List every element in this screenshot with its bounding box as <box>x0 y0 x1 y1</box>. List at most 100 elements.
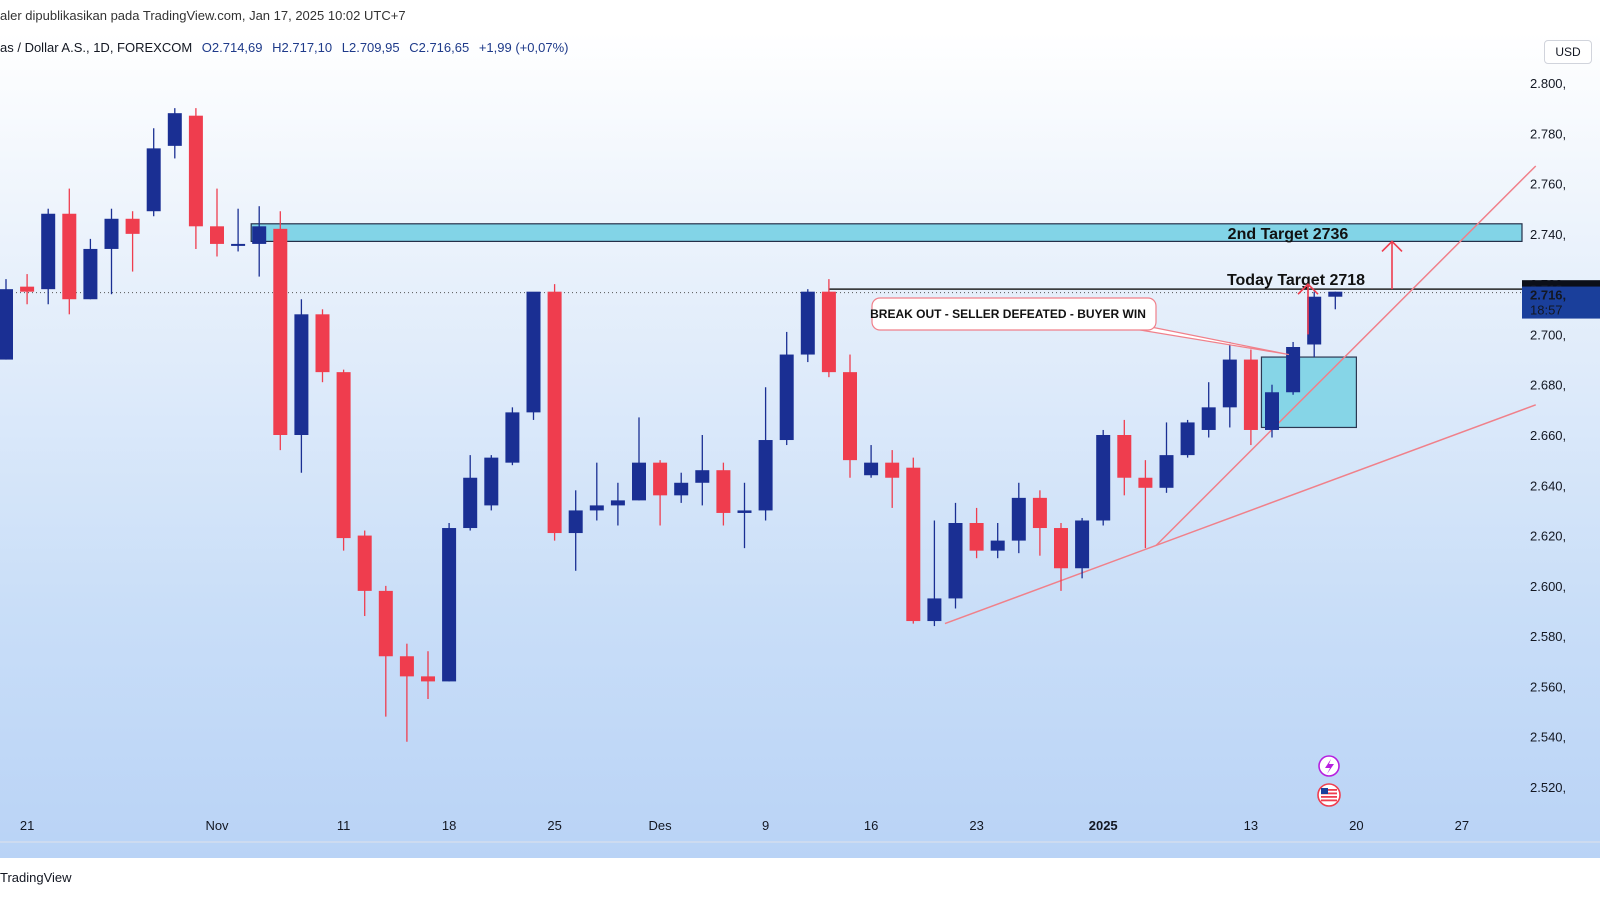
candle <box>41 208 56 305</box>
us-flag-icon[interactable] <box>1317 783 1341 807</box>
candle <box>737 482 752 549</box>
symbol-name[interactable]: as / Dollar A.S., 1D, FOREXCOM <box>0 40 193 55</box>
candle <box>1180 419 1195 458</box>
candle-body <box>1159 455 1174 488</box>
price-axis-tick: 2.780, <box>1530 126 1566 141</box>
rising-trendline <box>1155 165 1537 547</box>
price-change: +1,99 (+0,07%) <box>478 40 569 55</box>
breakout-callout <box>871 297 1157 331</box>
candle-body <box>1075 520 1090 569</box>
candle-body <box>990 540 1005 551</box>
candle <box>463 455 478 531</box>
candle <box>885 450 900 508</box>
candle <box>990 523 1005 559</box>
candle <box>674 472 689 503</box>
candle <box>653 460 668 526</box>
candle-body <box>62 213 77 300</box>
candle-body <box>125 218 140 234</box>
candle <box>547 284 562 541</box>
time-axis-tick: 18 <box>442 818 456 833</box>
candle-body <box>336 372 351 539</box>
second-target-zone <box>250 223 1523 243</box>
candle <box>62 188 77 315</box>
candle <box>0 279 13 360</box>
price-axis-tick: 2.800, <box>1530 76 1566 91</box>
candle <box>294 299 309 473</box>
candle <box>1222 341 1237 428</box>
price-axis-tick: 2.560, <box>1530 679 1566 694</box>
price-axis-tick: 2.700, <box>1530 327 1566 342</box>
price-axis-tick: 2.580, <box>1530 629 1566 644</box>
price-axis-tick: 2.600, <box>1530 579 1566 594</box>
candle <box>1265 384 1279 438</box>
ohlc-open: O2.714,69 <box>201 40 263 55</box>
candle <box>843 354 857 478</box>
candle <box>315 309 330 383</box>
candle <box>758 387 773 521</box>
time-axis-tick: 20 <box>1349 818 1363 833</box>
price-axis-tick: 2.760, <box>1530 177 1566 192</box>
lightning-icon[interactable] <box>1318 755 1340 777</box>
candle <box>442 523 457 682</box>
candle-body <box>1032 497 1047 529</box>
candle-body <box>399 656 414 677</box>
candle-body <box>1096 435 1111 521</box>
time-axis-tick: 9 <box>762 818 769 833</box>
candle-body <box>526 291 541 413</box>
candle-body <box>294 314 309 435</box>
tradingview-brand: TradingView <box>0 870 72 885</box>
last-price-tag-text: 2.716, <box>1530 288 1566 303</box>
candle <box>20 274 35 305</box>
candle-body <box>1286 347 1301 393</box>
time-axis-tick: 27 <box>1455 818 1469 833</box>
candle <box>167 108 182 159</box>
candle <box>864 445 879 478</box>
candle-body <box>315 314 330 373</box>
candle <box>1328 291 1343 310</box>
candle-body <box>1117 435 1132 478</box>
candle-body <box>357 535 372 591</box>
candle <box>484 455 499 511</box>
candle <box>969 507 984 559</box>
candle <box>695 435 710 506</box>
candle <box>188 108 203 249</box>
candle-body <box>1307 296 1322 345</box>
candle <box>1054 523 1068 591</box>
candle-body <box>252 226 267 244</box>
candle-body <box>146 148 161 212</box>
candle <box>948 502 963 609</box>
candle <box>505 407 520 466</box>
candle <box>231 208 246 252</box>
time-axis-tick: Des <box>649 818 673 833</box>
candle-body <box>210 226 224 244</box>
candle-body <box>167 113 182 146</box>
target-arrow-1-head <box>1297 283 1319 295</box>
candle-body <box>1180 422 1195 456</box>
candle-body <box>1201 407 1216 430</box>
candle-body <box>442 528 457 682</box>
candle-body <box>864 462 879 476</box>
candle <box>421 651 435 699</box>
currency-selector[interactable]: USD <box>1544 40 1592 64</box>
candle-body <box>695 470 710 483</box>
candle-body <box>737 510 752 513</box>
chart-background <box>0 32 1600 858</box>
candle <box>336 369 351 551</box>
candle-body <box>927 598 942 622</box>
time-axis-tick: 21 <box>20 818 34 833</box>
candle-body <box>1265 392 1279 430</box>
candle <box>357 530 372 617</box>
candle-body <box>589 505 604 511</box>
second-target-label: 2nd Target 2736 <box>1228 226 1349 243</box>
ohlc-high: H2.717,10 <box>272 40 333 55</box>
last-price-tag <box>1522 286 1600 319</box>
price-axis-tick: 2.660, <box>1530 428 1566 443</box>
target-arrow-2-head <box>1381 240 1403 252</box>
time-axis-tick: 16 <box>864 818 878 833</box>
time-axis-tick: 23 <box>969 818 983 833</box>
candle-body <box>41 213 56 290</box>
candle-body <box>779 354 794 441</box>
candle-body <box>188 115 203 227</box>
time-axis-tick: 13 <box>1244 818 1258 833</box>
